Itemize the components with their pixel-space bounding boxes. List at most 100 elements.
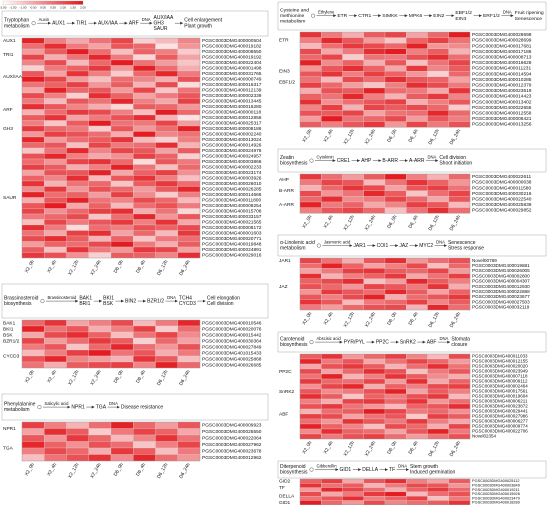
heatmap-cell — [384, 37, 407, 44]
pathway-compound — [309, 467, 314, 472]
heatmap-cell — [44, 361, 67, 369]
heatmap-cell — [406, 478, 428, 484]
heatmap-cell — [177, 142, 201, 149]
pathway-precursor: biosynthesis — [280, 161, 308, 167]
heatmap-cell — [342, 273, 364, 279]
heatmap-cell — [363, 363, 386, 370]
heatmap-cell — [133, 325, 156, 333]
gene-id: PGSC0003DMG400031765 — [202, 71, 262, 77]
heatmap-cell — [110, 197, 134, 204]
heatmap-cell — [299, 388, 322, 395]
heatmap-cell — [155, 191, 178, 198]
heatmap-cell — [363, 294, 386, 300]
sample-label: D6_0h — [113, 462, 125, 478]
gene-id: PGSC0003DMG400002800 — [472, 273, 530, 278]
heatmap-cell — [88, 246, 112, 253]
heatmap-cell — [363, 48, 386, 55]
heatmap-cell — [88, 103, 112, 110]
heatmap-cell — [363, 413, 386, 420]
heatmap-cell — [406, 393, 428, 400]
heatmap-frame — [299, 478, 471, 505]
gene-id: PGSC0003DMG400022404 — [202, 60, 262, 66]
heatmap-cell — [133, 142, 156, 149]
heatmap-cell — [363, 393, 386, 400]
heatmap-frame — [299, 173, 471, 214]
pathway: BrassinosteroidbiosynthesisBrassinostero… — [4, 295, 240, 307]
heatmap-cell — [299, 207, 322, 214]
heatmap-cell — [427, 43, 449, 49]
heatmap-cell — [177, 197, 201, 204]
heatmap-cell — [110, 349, 134, 357]
heatmap-cell — [406, 500, 428, 505]
heatmap-cell — [363, 418, 386, 425]
heatmap-cell — [427, 190, 449, 197]
heatmap-cell — [177, 114, 201, 121]
heatmap-cell — [110, 103, 134, 110]
heatmap-cell — [44, 169, 67, 176]
heatmap-cell — [342, 65, 364, 72]
heatmap-cell — [299, 304, 322, 311]
heatmap-cell — [44, 355, 67, 363]
heatmap-cell — [384, 491, 407, 497]
heatmap-cell — [299, 65, 322, 72]
heatmap-cell — [110, 48, 134, 55]
heatmap-cell — [342, 418, 364, 425]
heatmap-cell — [88, 48, 112, 55]
heatmap-cell — [21, 98, 45, 105]
heatmap-cell — [133, 246, 156, 253]
heatmap-cell — [363, 383, 386, 390]
heatmap-cell — [448, 115, 471, 122]
gene-group-label: AHP — [279, 177, 289, 183]
heatmap-cell — [363, 104, 386, 111]
heatmap-cell — [427, 289, 449, 295]
heatmap-cell — [406, 304, 428, 311]
heatmap-cell — [66, 319, 89, 327]
sample-label: X2_0h — [301, 128, 313, 143]
heatmap-cell — [321, 185, 343, 191]
heatmap-cell — [88, 164, 112, 171]
heatmap-cell — [299, 299, 322, 305]
gene-id: PGSC0003DMG400008172 — [202, 225, 262, 231]
gene-group-label: GID2 — [279, 478, 291, 484]
heatmap-cell — [299, 48, 322, 55]
heatmap-cell — [342, 82, 364, 89]
heatmap-cell — [88, 180, 112, 187]
heatmap-cell — [448, 378, 471, 385]
heatmap-cell — [427, 65, 449, 72]
heatmap-cell — [321, 278, 343, 285]
heatmap-cell — [110, 219, 134, 226]
sample-label: X2_4h — [323, 311, 335, 326]
heatmap-cell — [177, 343, 201, 351]
heatmap-cell — [321, 398, 343, 405]
heatmap-cell — [321, 115, 343, 122]
heatmap-cell — [44, 175, 67, 182]
heatmap-cell — [448, 487, 471, 493]
heatmap-cell — [363, 433, 386, 440]
heatmap-cell — [155, 208, 178, 215]
heatmap-cell — [66, 180, 89, 187]
heatmap-cell — [21, 355, 45, 363]
heatmap-cell — [342, 304, 364, 311]
sample-label: D6_4h — [407, 311, 419, 327]
heatmap-cell — [384, 93, 407, 100]
heatmap-cell — [363, 76, 386, 83]
heatmap-cell — [21, 428, 45, 436]
sample-label: X2_12h — [67, 259, 81, 277]
heatmap-cell — [133, 65, 156, 72]
heatmap-cell — [133, 349, 156, 357]
heatmap-cell — [155, 441, 178, 449]
gene-group-label: CYCD3 — [3, 353, 20, 359]
heatmap-cell — [448, 373, 471, 380]
heatmap-cell — [342, 483, 364, 488]
heatmap-cell — [21, 54, 45, 61]
heatmap-cell — [299, 283, 322, 290]
heatmap-cell — [177, 252, 201, 259]
heatmap-cell — [44, 43, 67, 50]
heatmap-cell — [155, 421, 178, 429]
heatmap-cell — [110, 343, 134, 351]
pathway-gene: EIN2 — [433, 13, 444, 19]
heatmap-cell — [133, 235, 156, 242]
heatmap-cell — [66, 98, 89, 105]
heatmap-cell — [66, 202, 89, 209]
